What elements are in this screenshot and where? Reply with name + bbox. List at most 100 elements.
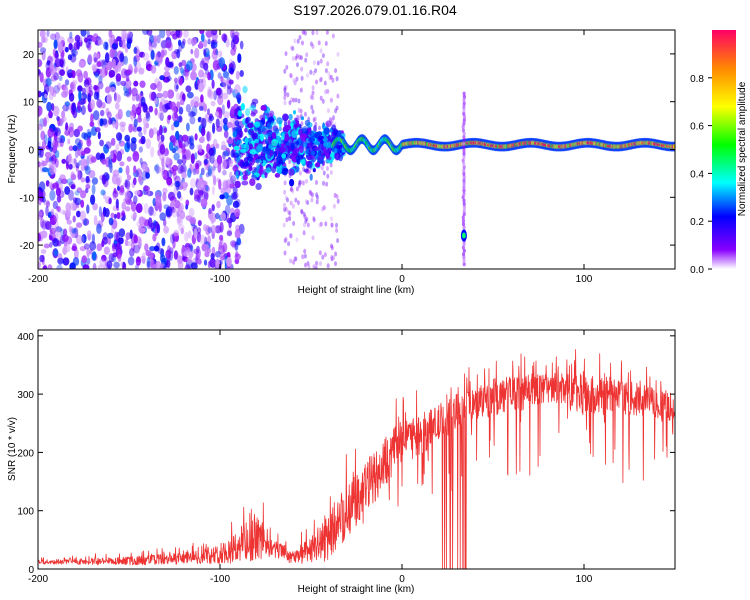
noise-blob	[158, 107, 164, 118]
noise-blob	[222, 79, 227, 90]
noise-blob	[231, 193, 238, 201]
noise-blob	[175, 84, 179, 90]
noise-blob	[160, 258, 167, 264]
noise-blob	[230, 30, 235, 39]
noise-blob	[89, 121, 95, 127]
noise-blob	[321, 53, 325, 59]
noise-blob	[300, 75, 304, 81]
noise-blob	[68, 145, 74, 152]
noise-blob	[295, 53, 299, 59]
noise-blob	[124, 78, 132, 89]
streak-blob	[462, 212, 466, 216]
noise-blob	[144, 243, 149, 252]
noise-blob	[76, 210, 81, 218]
x-tick-label: 0	[399, 574, 405, 585]
noise-blob	[334, 68, 338, 74]
noise-blob	[219, 234, 224, 241]
noise-blob	[189, 111, 196, 117]
cluster-blob	[276, 161, 281, 167]
noise-blob	[180, 163, 187, 174]
noise-blob	[311, 235, 315, 241]
noise-blob	[290, 97, 294, 103]
noise-blob	[155, 163, 160, 175]
noise-blob	[142, 30, 149, 35]
streak-blob	[462, 94, 466, 99]
cluster-blob	[317, 155, 324, 161]
noise-blob	[56, 195, 62, 203]
noise-blob	[150, 83, 157, 90]
noise-blob	[304, 218, 308, 224]
noise-blob	[305, 199, 308, 205]
noise-blob	[318, 261, 322, 267]
noise-blob	[45, 114, 50, 124]
noise-blob	[324, 89, 328, 95]
streak-blob	[462, 202, 466, 206]
noise-blob	[211, 30, 218, 36]
noise-blob	[187, 91, 194, 99]
cluster-blob	[271, 131, 276, 139]
noise-blob	[178, 106, 184, 115]
noise-blob	[221, 140, 226, 150]
cluster-blob	[248, 165, 253, 172]
noise-blob	[298, 54, 302, 60]
noise-blob	[283, 202, 286, 208]
noise-blob	[80, 150, 86, 156]
noise-blob	[132, 125, 138, 133]
noise-blob	[330, 222, 334, 228]
noise-blob	[310, 104, 314, 110]
noise-blob	[320, 165, 324, 171]
spectrogram-ylabel: Frequency (Hz)	[7, 115, 18, 184]
noise-blob	[52, 182, 60, 189]
noise-blob	[138, 67, 145, 75]
noise-blob	[84, 188, 89, 194]
noise-blob	[123, 55, 129, 65]
noise-blob	[216, 87, 224, 99]
noise-blob	[64, 46, 69, 53]
noise-blob	[302, 30, 306, 35]
noise-blob	[198, 82, 204, 93]
streak-blob	[461, 195, 465, 200]
streak-blob	[462, 181, 466, 186]
snr-ylabel: SNR (10 * v/v)	[7, 417, 18, 481]
noise-blob	[188, 110, 195, 118]
noise-blob	[40, 230, 48, 239]
y-tick-label: 10	[23, 98, 35, 109]
noise-blob	[171, 199, 176, 206]
noise-blob	[148, 105, 154, 113]
noise-blob	[311, 192, 314, 198]
cluster-blob	[269, 150, 274, 157]
noise-blob	[325, 30, 329, 35]
noise-blob	[74, 197, 82, 206]
noise-blob	[303, 248, 307, 254]
noise-blob	[166, 75, 172, 82]
noise-blob	[140, 135, 146, 145]
noise-blob	[187, 168, 192, 178]
noise-blob	[38, 261, 41, 269]
noise-blob	[215, 212, 220, 220]
noise-blob	[174, 180, 181, 188]
noise-blob	[94, 72, 99, 79]
noise-blob	[57, 82, 62, 91]
noise-blob	[173, 250, 178, 260]
noise-blob	[321, 254, 325, 260]
noise-blob	[217, 163, 222, 174]
noise-blob	[83, 218, 88, 226]
noise-blob	[155, 166, 162, 174]
cluster-blob	[248, 143, 253, 150]
cluster-blob	[264, 172, 268, 179]
x-tick-label: 0	[399, 274, 405, 285]
noise-blob	[319, 76, 323, 82]
noise-blob	[329, 97, 333, 103]
noise-blob	[68, 189, 74, 201]
noise-blob	[108, 30, 113, 39]
noise-blob	[56, 115, 60, 121]
cluster-blob	[253, 121, 260, 127]
noise-blob	[178, 77, 183, 86]
streak-blob	[461, 215, 465, 220]
noise-blob	[292, 259, 296, 265]
y-tick-label: -10	[20, 193, 35, 204]
noise-blob	[220, 212, 227, 221]
noise-blob	[178, 224, 185, 232]
streak-blob	[461, 141, 466, 146]
noise-blob	[75, 234, 83, 245]
